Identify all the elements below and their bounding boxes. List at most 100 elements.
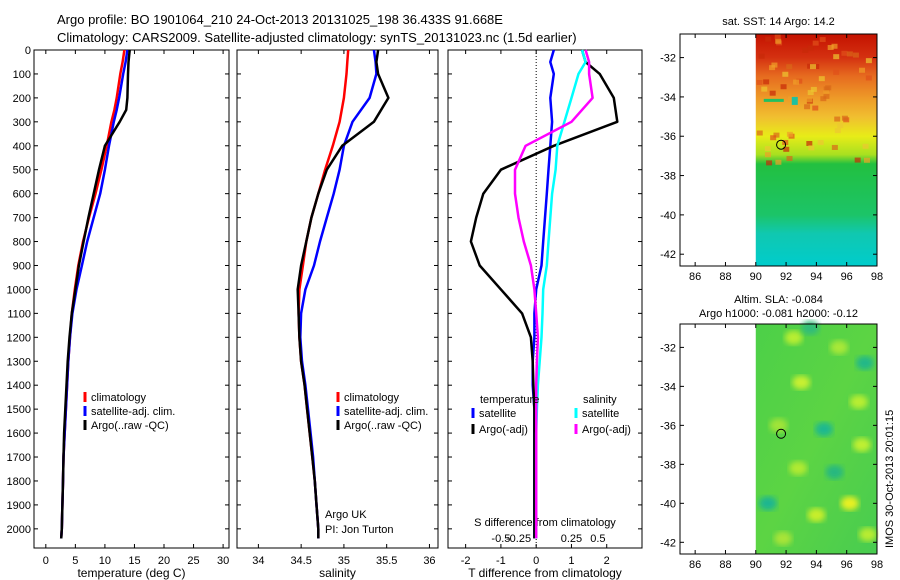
sst-cell (804, 104, 811, 110)
depth-tick-label: 300 (13, 117, 31, 129)
sst-cell (769, 65, 776, 71)
sla-anomaly (789, 461, 808, 476)
sst-cell (766, 160, 773, 166)
salinity-xtick-label: 34 (252, 555, 264, 567)
depth-tick-label: 500 (13, 165, 31, 177)
depth-tick-label: 1900 (7, 500, 31, 512)
sst-cell (852, 52, 859, 58)
sst-cell (764, 152, 771, 158)
differences-xtick-label: 2 (604, 555, 610, 567)
sst-map-ytick-label: -38 (660, 171, 676, 183)
depth-tick-label: 1000 (7, 284, 31, 296)
temperature-xtick-label: 25 (187, 555, 199, 567)
salinity-xtick-label: 35.5 (376, 555, 397, 567)
depth-tick-label: 1700 (7, 452, 31, 464)
sla-map-xtick-label: 94 (810, 559, 822, 571)
series-line-argo-raw-qc- (296, 49, 390, 539)
salinity-xtick-label: 36 (423, 555, 435, 567)
sst-cell (775, 38, 782, 44)
sst-cell (862, 143, 869, 149)
sst-cell (812, 105, 819, 111)
sst-map-xtick-label: 88 (719, 271, 731, 283)
temperature-panel: 0100200300400500600700800900100011001200… (7, 45, 230, 580)
sst-map-frame (679, 33, 878, 267)
sst-cell (786, 64, 793, 70)
sst-cell (780, 84, 787, 90)
series-line-temperature-argo-adj- (469, 49, 619, 539)
sst-map-ytick-label: -40 (660, 210, 676, 222)
legend-label: Argo(..raw -QC) (344, 420, 422, 432)
sst-map-xtick-label: 98 (871, 271, 883, 283)
sla-map-ytick-label: -42 (660, 537, 676, 549)
sst-cell (756, 79, 763, 85)
temperature-xtick-label: 20 (158, 555, 170, 567)
sst-map-ytick-label: -36 (660, 131, 676, 143)
sst-cell (763, 79, 770, 85)
sla-map-ytick-label: -34 (660, 381, 676, 393)
sst-cell (769, 90, 776, 96)
sst-cell (796, 78, 803, 84)
depth-tick-label: 100 (13, 69, 31, 81)
depth-tick-label: 1200 (7, 332, 31, 344)
series-line-argo-raw-qc- (59, 49, 131, 539)
depth-tick-label: 600 (13, 189, 31, 201)
sla-map-xtick-label: 88 (719, 559, 731, 571)
sst-cell (802, 47, 809, 53)
sst-cell (756, 130, 763, 136)
sst-cell (865, 75, 872, 81)
differences-frame (447, 49, 643, 549)
sst-map-xtick-label: 94 (810, 271, 822, 283)
sla-map-ytick-label: -40 (660, 498, 676, 510)
depth-tick-label: 900 (13, 260, 31, 272)
sst-cell (812, 40, 819, 46)
sst-cell (782, 71, 789, 77)
legend-label: satellite-adj. clim. (344, 406, 428, 418)
depth-tick-label: 1600 (7, 428, 31, 440)
salinity-diff-tick-label: 0.25 (561, 533, 582, 545)
sst-cell (841, 115, 848, 121)
differences-xlabel: T difference from climatology (468, 566, 622, 580)
sst-cell (846, 51, 853, 57)
legend-header-temperature: temperature (480, 394, 539, 406)
sst-map-xtick-label: 96 (841, 271, 853, 283)
sst-cell (787, 96, 794, 102)
depth-tick-label: 400 (13, 141, 31, 153)
temperature-xtick-label: 30 (217, 555, 229, 567)
sla-map-xtick-label: 96 (841, 559, 853, 571)
sst-cell (813, 63, 820, 69)
sla-anomaly (849, 394, 868, 409)
temperature-xtick-label: 15 (128, 555, 140, 567)
temperature-xtick-label: 5 (72, 555, 78, 567)
sst-cell (763, 98, 784, 102)
sla-map-subtitle: Argo h1000: -0.081 h2000: -0.12 (699, 308, 858, 320)
sst-cell (833, 69, 840, 75)
differences-xtick-label: 1 (568, 555, 574, 567)
sst-cell (786, 131, 793, 137)
sst-map-ytick-label: -34 (660, 92, 676, 104)
temperature-xlabel: temperature (deg C) (77, 566, 185, 580)
sst-cell (758, 53, 765, 59)
imos-watermark: IMOS 30-Oct-2013 20:01:15 (884, 410, 896, 548)
sla-map-ytick-label: -36 (660, 420, 676, 432)
sst-map-ytick-label: -42 (660, 249, 676, 261)
sla-anomaly (758, 496, 777, 511)
sst-map-ytick-label: -32 (660, 53, 676, 65)
sst-cell (773, 132, 780, 138)
salinity-xlabel: salinity (319, 566, 356, 580)
difference-panel: -2 -1 0 1 2T difference from climatology -0.5… (447, 49, 643, 580)
sst-cell (761, 86, 768, 92)
title-line2: Climatology: CARS2009. Satellite-adjuste… (57, 30, 577, 45)
legend-label: satellite-adj. clim. (91, 406, 175, 418)
sla-map-ytick-label: -38 (660, 459, 676, 471)
sst-cell (819, 37, 826, 43)
depth-tick-label: 2000 (7, 524, 31, 536)
sst-cell (823, 93, 830, 99)
sla-anomaly (852, 437, 871, 452)
sst-cell (863, 157, 870, 163)
temperature-frame (33, 49, 230, 549)
legend-label: satellite (582, 408, 619, 420)
salinity-xtick-label: 35 (338, 555, 350, 567)
legend-label: Argo(-adj) (582, 424, 631, 436)
sst-cell (783, 146, 790, 152)
